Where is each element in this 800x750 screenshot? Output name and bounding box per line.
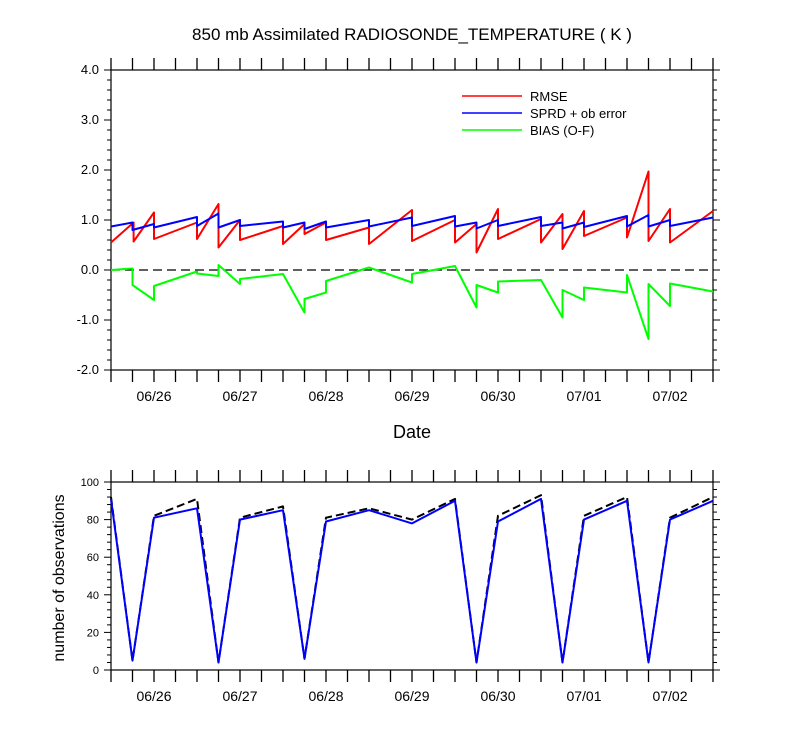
series-line-bias-o-f [110,264,714,340]
y-tick-label: 80 [87,515,99,527]
x-tick-label: 06/28 [308,688,343,704]
chart-title: 850 mb Assimilated RADIOSONDE_TEMPERATUR… [192,25,632,44]
y-tick-label: 0.0 [81,262,99,277]
x-tick-label: 07/02 [652,388,687,404]
series-line-total [110,494,714,664]
x-tick-label: 06/27 [222,688,257,704]
x-tick-label: 06/29 [394,388,429,404]
bottom-panel: 100 80 60 40 20 0 06/26 06/27 06/28 06/29 06/30 07/… [81,470,720,704]
y-tick-label: -1.0 [77,312,99,327]
x-tick-label: 06/28 [308,388,343,404]
y-tick-label: 0 [93,665,99,677]
x-tick-label: 06/30 [480,688,515,704]
legend-label-rmse: RMSE [530,89,568,104]
x-tick-label: 06/26 [136,688,171,704]
y-axis-label: number of observations [51,494,68,661]
legend: RMSE SPRD + ob error BIAS (O-F) [462,89,627,138]
series-line-assimilated [110,497,714,664]
x-tick-label: 07/02 [652,688,687,704]
x-tick-label: 07/01 [566,388,601,404]
top-panel: 4.0 3.0 2.0 1.0 0.0 -1.0 -2.0 06/26 06/27 06/28 06… [77,58,720,404]
y-tick-label: 60 [87,552,99,564]
x-tick-label: 06/26 [136,388,171,404]
x-tick-label: 06/30 [480,388,515,404]
series-line-sprd-ob-error [110,212,714,231]
y-tick-label: 1.0 [81,212,99,227]
plot-frame [110,481,714,671]
x-tick-label: 07/01 [566,688,601,704]
y-tick-label: 4.0 [81,62,99,77]
x-axis-label: Date [393,422,431,442]
y-tick-label: 100 [81,477,99,489]
y-tick-label: 2.0 [81,162,99,177]
series-line-rmse [110,170,714,254]
y-tick-label: 40 [87,590,99,602]
x-tick-label: 06/29 [394,688,429,704]
y-tick-label: 3.0 [81,112,99,127]
legend-label-sprd: SPRD + ob error [530,106,627,121]
y-tick-label: -2.0 [77,362,99,377]
x-tick-label: 06/27 [222,388,257,404]
legend-label-bias: BIAS (O-F) [530,123,594,138]
y-tick-label: 20 [87,627,99,639]
